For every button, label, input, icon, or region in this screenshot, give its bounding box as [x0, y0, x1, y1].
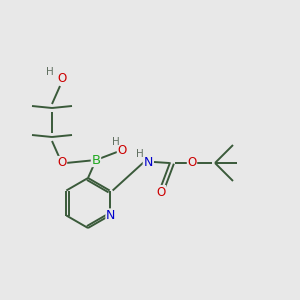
Text: O: O	[117, 143, 127, 157]
Text: O: O	[156, 185, 166, 199]
Text: O: O	[57, 157, 67, 169]
Text: N: N	[143, 155, 153, 169]
Text: H: H	[112, 137, 120, 147]
Text: O: O	[57, 71, 67, 85]
Text: H: H	[46, 67, 54, 77]
Text: O: O	[188, 157, 196, 169]
Text: B: B	[92, 154, 100, 166]
Text: N: N	[106, 209, 115, 222]
Text: H: H	[136, 149, 144, 159]
